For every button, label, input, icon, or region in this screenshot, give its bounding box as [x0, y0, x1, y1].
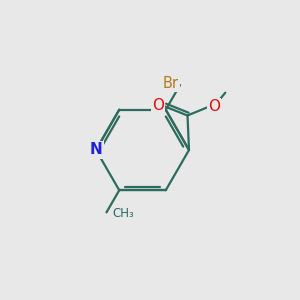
- Text: O: O: [152, 98, 164, 113]
- Text: N: N: [90, 142, 102, 158]
- Text: O: O: [208, 99, 220, 114]
- Text: CH₃: CH₃: [112, 207, 134, 220]
- Text: Br: Br: [163, 76, 179, 91]
